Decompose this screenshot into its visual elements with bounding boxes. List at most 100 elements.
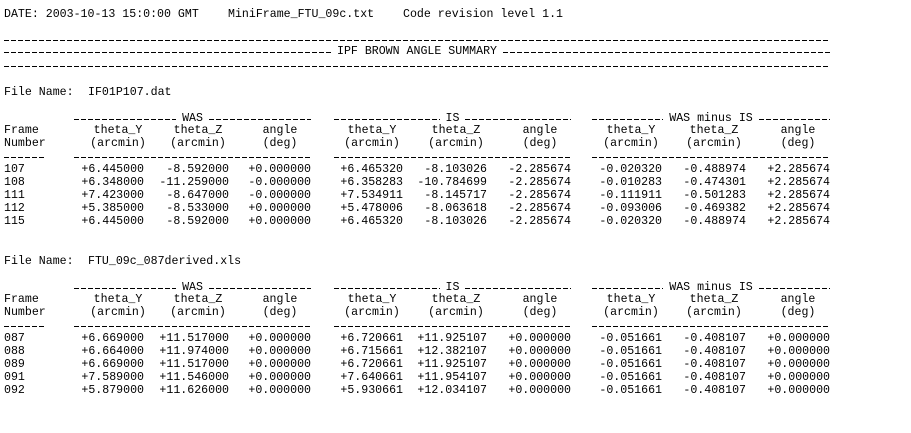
cell: -0.020320 bbox=[599, 215, 662, 228]
cell: -0.051661 bbox=[599, 345, 662, 358]
cell: +6.715661 bbox=[340, 345, 403, 358]
file-name: IF01P107.dat bbox=[88, 86, 172, 99]
cell: +5.930661 bbox=[340, 384, 403, 397]
cell: -8.145717 bbox=[424, 189, 487, 202]
dash-line bbox=[74, 118, 177, 120]
cell: -0.051661 bbox=[599, 358, 662, 371]
dash-line bbox=[334, 118, 440, 120]
group-header: WAS minus IS bbox=[669, 112, 753, 125]
column-header: theta_Z bbox=[689, 124, 739, 137]
cell: -2.285674 bbox=[508, 176, 571, 189]
cell: +6.465320 bbox=[340, 215, 403, 228]
cell: +0.000000 bbox=[767, 358, 830, 371]
cell: +0.000000 bbox=[767, 384, 830, 397]
separator bbox=[4, 157, 44, 158]
cell: -0.408107 bbox=[683, 371, 746, 384]
dash-line bbox=[758, 287, 830, 289]
column-header: (arcmin) bbox=[428, 306, 484, 319]
source-file: MiniFrame_FTU_09c.txt bbox=[228, 8, 375, 21]
cell: +7.423000 bbox=[81, 189, 144, 202]
cell: -2.285674 bbox=[508, 189, 571, 202]
frame-header: Frame bbox=[4, 124, 39, 137]
column-header: angle bbox=[522, 293, 558, 306]
cell: -2.285674 bbox=[508, 163, 571, 176]
column-header: (arcmin) bbox=[428, 137, 484, 150]
column-header: theta_Z bbox=[173, 124, 223, 137]
cell: -0.000000 bbox=[248, 189, 311, 202]
column-header: angle bbox=[780, 124, 816, 137]
frame-number: 088 bbox=[4, 345, 25, 358]
cell: +12.382107 bbox=[417, 345, 487, 358]
group-header: WAS bbox=[182, 281, 203, 294]
frame-number: 087 bbox=[4, 332, 25, 345]
cell: +0.000000 bbox=[508, 371, 571, 384]
cell: -0.408107 bbox=[683, 332, 746, 345]
cell: -0.469382 bbox=[683, 202, 746, 215]
column-header: (arcmin) bbox=[170, 137, 226, 150]
column-header: (deg) bbox=[522, 306, 558, 319]
group-header-band: WAS minus IS bbox=[592, 112, 830, 126]
column-header: angle bbox=[262, 293, 298, 306]
cell: -8.592000 bbox=[166, 215, 229, 228]
group-header: IS bbox=[445, 281, 460, 294]
dash-line bbox=[74, 287, 177, 289]
column-header: (arcmin) bbox=[90, 306, 146, 319]
cell: +2.285674 bbox=[767, 215, 830, 228]
column-header: angle bbox=[262, 124, 298, 137]
cell: -0.051661 bbox=[599, 384, 662, 397]
file-label: File Name: bbox=[4, 86, 74, 99]
cell: +11.546000 bbox=[159, 371, 229, 384]
cell: +2.285674 bbox=[767, 176, 830, 189]
column-header: (deg) bbox=[262, 137, 298, 150]
dash-line bbox=[208, 287, 311, 289]
cell: -0.111911 bbox=[599, 189, 662, 202]
cell: +2.285674 bbox=[767, 202, 830, 215]
dash-line bbox=[503, 51, 830, 53]
cell: +6.664000 bbox=[81, 345, 144, 358]
cell: +6.669000 bbox=[81, 358, 144, 371]
group-header-band: IS bbox=[334, 112, 572, 126]
column-header: (arcmin) bbox=[344, 137, 400, 150]
column-header: angle bbox=[780, 293, 816, 306]
cell: -8.647000 bbox=[166, 189, 229, 202]
cell: -0.474301 bbox=[683, 176, 746, 189]
group-header: WAS minus IS bbox=[669, 281, 753, 294]
file-name: FTU_09c_087derived.xls bbox=[88, 255, 242, 268]
cell: -8.533000 bbox=[166, 202, 229, 215]
column-header: (arcmin) bbox=[344, 306, 400, 319]
cell: -2.285674 bbox=[508, 215, 571, 228]
separator bbox=[4, 40, 830, 41]
frame-number: 108 bbox=[4, 176, 25, 189]
dash-line bbox=[592, 118, 664, 120]
file-label: File Name: bbox=[4, 255, 74, 268]
frame-number: 111 bbox=[4, 189, 25, 202]
column-header: theta_Y bbox=[606, 293, 656, 306]
frame-number: 112 bbox=[4, 202, 25, 215]
cell: +7.589000 bbox=[81, 371, 144, 384]
separator bbox=[592, 157, 830, 158]
column-header: (deg) bbox=[262, 306, 298, 319]
revision: Code revision level 1.1 bbox=[403, 8, 564, 21]
column-header: theta_Y bbox=[347, 124, 397, 137]
dash-line bbox=[592, 287, 664, 289]
cell: +0.000000 bbox=[248, 358, 311, 371]
cell: +11.925107 bbox=[417, 358, 487, 371]
separator bbox=[74, 326, 311, 327]
group-header-band: WAS bbox=[74, 281, 311, 295]
cell: -0.051661 bbox=[599, 371, 662, 384]
cell: -0.408107 bbox=[683, 358, 746, 371]
column-header: (arcmin) bbox=[686, 306, 742, 319]
cell: +0.000000 bbox=[248, 202, 311, 215]
cell: -0.051661 bbox=[599, 332, 662, 345]
frame-header: Frame bbox=[4, 293, 39, 306]
cell: +0.000000 bbox=[508, 358, 571, 371]
cell: +7.534911 bbox=[340, 189, 403, 202]
column-header: (arcmin) bbox=[603, 306, 659, 319]
column-header: theta_Z bbox=[173, 293, 223, 306]
cell: -0.501283 bbox=[683, 189, 746, 202]
frame-number: 091 bbox=[4, 371, 25, 384]
cell: +11.954107 bbox=[417, 371, 487, 384]
dash-line bbox=[334, 287, 440, 289]
cell: -0.000000 bbox=[248, 176, 311, 189]
cell: -0.020320 bbox=[599, 163, 662, 176]
